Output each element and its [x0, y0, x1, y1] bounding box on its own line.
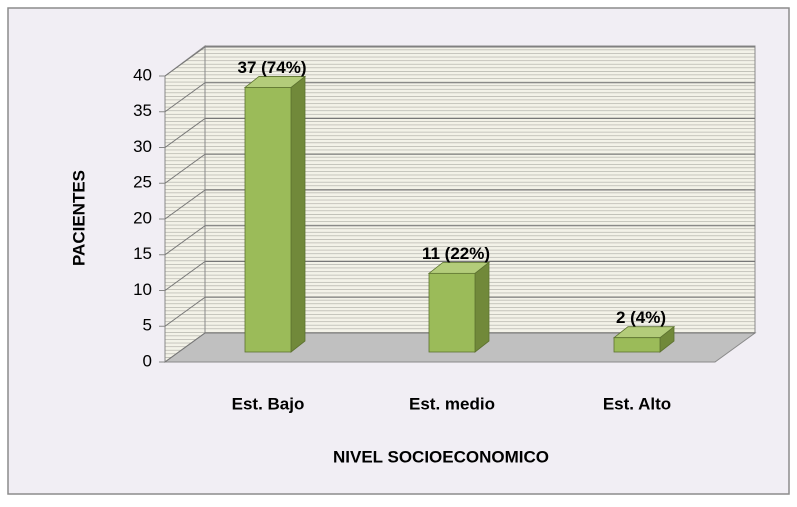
grid-line: [164, 118, 206, 148]
x-tick-label: Est. Alto: [603, 394, 671, 413]
y-tick-label: 10: [133, 280, 152, 299]
bar-side: [290, 75, 306, 353]
y-tick-label: 5: [143, 316, 152, 335]
grid-line: [164, 225, 206, 256]
y-tick-label: 40: [133, 65, 152, 84]
y-tick-label: 30: [133, 137, 152, 156]
grid-line: [164, 153, 206, 184]
grid-line: [164, 332, 206, 363]
x-tick-label: Est. medio: [409, 394, 495, 413]
grid-line: [164, 261, 206, 291]
bar-side: [474, 261, 490, 353]
grid-line: [164, 46, 206, 77]
bar: [428, 272, 476, 353]
y-tick-label: 0: [143, 351, 152, 370]
bar: [613, 337, 661, 353]
grid-line: [164, 296, 206, 327]
data-label: 11 (22%): [422, 244, 490, 263]
x-tick-label: Est. Bajo: [232, 394, 305, 413]
y-tick-label: 25: [133, 173, 152, 192]
y-axis-title: PACIENTES: [69, 170, 88, 266]
y-tick-label: 15: [133, 244, 152, 263]
bar: [244, 87, 292, 353]
grid-line: [164, 82, 206, 113]
data-label: 2 (4%): [616, 308, 666, 327]
y-tick-label: 20: [133, 208, 152, 227]
x-axis-title: NIVEL SOCIOECONOMICO: [333, 447, 549, 466]
y-tick-label: 35: [133, 101, 152, 120]
data-label: 37 (74%): [238, 58, 307, 77]
grid-line: [164, 189, 206, 220]
